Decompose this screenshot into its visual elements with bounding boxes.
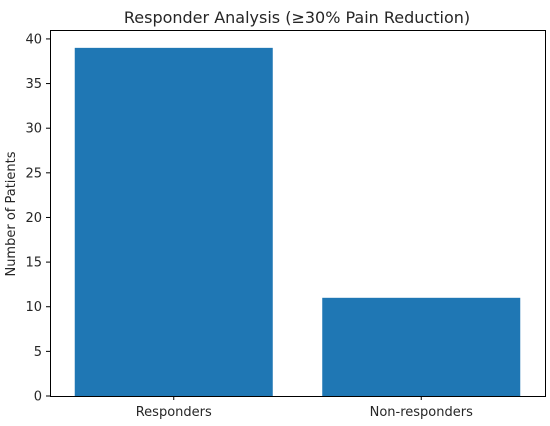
y-tick-label: 10 (25, 300, 42, 315)
y-tick-label: 35 (25, 77, 42, 92)
bars-group (74, 47, 521, 396)
y-tick-label: 15 (25, 256, 42, 271)
x-ticks-group: Responders Non-responders (136, 396, 473, 420)
y-tick-label: 20 (25, 211, 42, 226)
x-tick-label: Responders (136, 405, 212, 420)
bar-non-responders (322, 297, 521, 396)
y-tick-label: 40 (25, 32, 42, 47)
plot-frame (50, 30, 546, 397)
chart-title: Responder Analysis (≥30% Pain Reduction) (124, 8, 470, 27)
y-tick-label: 30 (25, 122, 42, 137)
y-tick-label: 0 (34, 390, 42, 405)
y-tick-label: 5 (34, 345, 42, 360)
bar-responders (74, 47, 273, 396)
x-tick-label: Non-responders (370, 405, 473, 420)
y-ticks-group: 0 5 10 15 20 25 30 35 40 (25, 32, 50, 405)
y-tick-label: 25 (25, 166, 42, 181)
y-axis-label: Number of Patients (4, 151, 19, 276)
